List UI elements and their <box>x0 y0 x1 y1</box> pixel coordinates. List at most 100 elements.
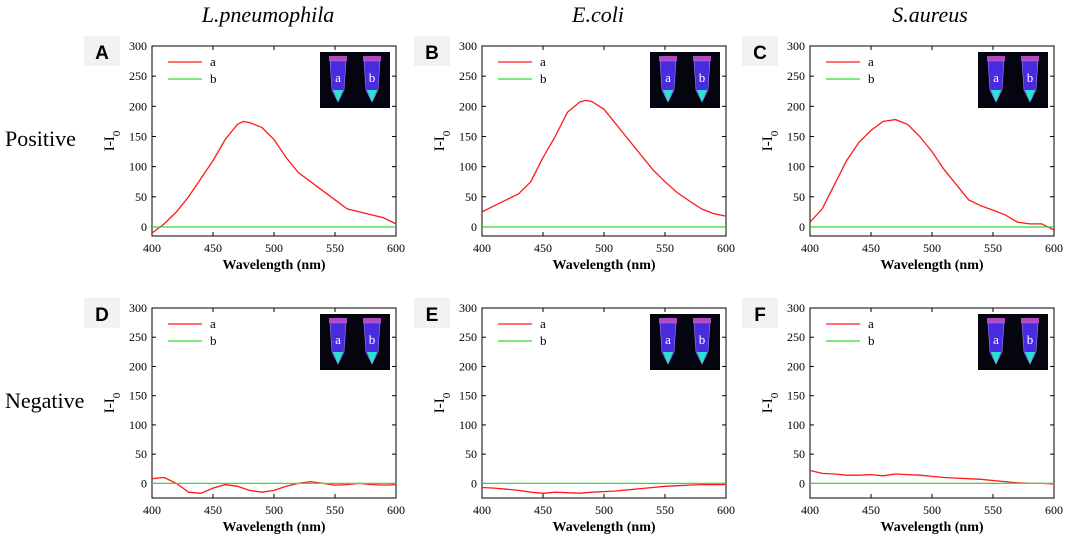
panel-b-xtick-label: 600 <box>717 241 735 255</box>
tube-fluorescence <box>991 90 1001 102</box>
legend-a-a-label: a <box>210 54 216 69</box>
panel-f-xtick-label: 450 <box>862 503 880 517</box>
panel-f-ytick-label: 300 <box>787 301 805 315</box>
panel-c-xtick-label: 600 <box>1045 241 1063 255</box>
tube-label-a: a <box>993 70 999 85</box>
panel-d-ylabel: I-I0 <box>102 392 123 413</box>
panel-b-ylabel-subscript: 0 <box>441 130 453 136</box>
panel-a-ylabel-subscript: 0 <box>111 130 123 136</box>
panel-d: D 0 50 100 150 200 250 300 400 450 500 550 600 Wavele… <box>84 298 405 535</box>
panel-a-xtick-label: 450 <box>204 241 222 255</box>
legend-c-a-label: a <box>868 54 874 69</box>
panel-c: C 0 50 100 150 200 250 300 400 450 500 550 600 Wavele… <box>742 36 1063 273</box>
legend-b-b-label: b <box>540 71 547 86</box>
panel-d-xtick-label: 600 <box>387 503 405 517</box>
tube-cap <box>329 56 347 61</box>
panel-e-ytick-label: 0 <box>471 476 477 490</box>
panel-c-letter-bg <box>742 36 778 66</box>
tube-fluorescence <box>663 90 673 102</box>
tube-b: b <box>693 56 711 103</box>
panel-d-letter-bg <box>84 298 120 328</box>
panel-d-xtick-label: 400 <box>143 503 161 517</box>
panel-a-xtick-label: 500 <box>265 241 283 255</box>
legend-e-b-label: b <box>540 333 547 348</box>
panel-d-xtick-label: 450 <box>204 503 222 517</box>
panel-f-xtick-label: 600 <box>1045 503 1063 517</box>
tube-cap <box>693 318 711 323</box>
legend-e-a-label: a <box>540 316 546 331</box>
tube-label-b: b <box>1027 70 1034 85</box>
panel-e-xtick-label: 600 <box>717 503 735 517</box>
tube-cap <box>987 56 1005 61</box>
panel-a-ytick-label: 250 <box>129 69 147 83</box>
tube-fluorescence <box>663 352 673 364</box>
tube-fluorescence <box>333 90 343 102</box>
panel-e-xtick-label: 500 <box>595 503 613 517</box>
legend-a-b-label: b <box>210 71 217 86</box>
tube-cap <box>987 318 1005 323</box>
panel-e-letter: E <box>426 305 439 326</box>
panel-a-ylabel-main: I-I <box>102 136 118 151</box>
panel-b-xtick-label: 450 <box>534 241 552 255</box>
panel-f-letter-bg <box>742 298 778 328</box>
panel-a-ytick-label: 200 <box>129 99 147 113</box>
panel-f-ylabel-main: I-I <box>760 398 776 413</box>
panel-f-ylabel-subscript: 0 <box>769 392 781 398</box>
tube-cap <box>363 56 381 61</box>
column-title-ecoli: E.coli <box>571 2 624 27</box>
tube-a: a <box>329 56 347 103</box>
legend-c-b-label: b <box>868 71 875 86</box>
column-title-saureus: S.aureus <box>892 2 968 27</box>
panel-c-ytick-label: 0 <box>799 220 805 234</box>
panel-f-ytick-label: 200 <box>787 359 805 373</box>
panel-c-ylabel-subscript: 0 <box>769 130 781 136</box>
tube-cap <box>363 318 381 323</box>
panel-e-ylabel: I-I0 <box>432 392 453 413</box>
tube-label-b: b <box>369 70 376 85</box>
panel-b-letter-bg <box>414 36 450 66</box>
tube-label-b: b <box>699 332 706 347</box>
tube-cap <box>1021 318 1039 323</box>
panel-b-series-a-line <box>482 99 726 217</box>
tube-b: b <box>693 318 711 365</box>
tube-label-a: a <box>335 332 341 347</box>
panel-c-letter: C <box>753 43 767 64</box>
panel-b-ytick-label: 250 <box>459 69 477 83</box>
panel-f-ylabel: I-I0 <box>760 392 781 413</box>
panel-f-xtick-label: 400 <box>801 503 819 517</box>
panel-d-ytick-label: 200 <box>129 359 147 373</box>
panel-e-xtick-label: 450 <box>534 503 552 517</box>
panel-a-xtick-label: 400 <box>143 241 161 255</box>
tube-label-a: a <box>665 70 671 85</box>
tube-fluorescence <box>1025 90 1035 102</box>
panel-c-xtick-label: 500 <box>923 241 941 255</box>
panel-e-ytick-label: 250 <box>459 330 477 344</box>
panel-a-ylabel: I-I0 <box>102 130 123 151</box>
panel-d-ytick-label: 50 <box>135 447 147 461</box>
column-title-lpneumophila: L.pneumophila <box>201 2 335 27</box>
tube-label-b: b <box>699 70 706 85</box>
panel-a-xtick-label: 600 <box>387 241 405 255</box>
tube-fluorescence <box>991 352 1001 364</box>
tube-label-a: a <box>993 332 999 347</box>
tube-cap <box>329 318 347 323</box>
panel-b-xtick-label: 550 <box>656 241 674 255</box>
panel-c-ylabel-main: I-I <box>760 136 776 151</box>
tube-b: b <box>1021 56 1039 103</box>
panel-a-series-a-line <box>152 120 396 234</box>
panel-d-xtick-label: 550 <box>326 503 344 517</box>
panel-f: F 0 50 100 150 200 250 300 400 450 500 550 600 Wavele… <box>742 298 1063 535</box>
panel-a-ytick-label: 50 <box>135 190 147 204</box>
panel-b-ytick-label: 0 <box>471 220 477 234</box>
panel-a-ytick-label: 100 <box>129 160 147 174</box>
tube-a: a <box>659 56 677 103</box>
tube-fluorescence <box>367 352 377 364</box>
panel-e-xlabel: Wavelength (nm) <box>552 520 655 535</box>
panel-b-ytick-label: 300 <box>459 39 477 53</box>
panel-b-ytick-label: 100 <box>459 160 477 174</box>
panel-a-xtick-label: 550 <box>326 241 344 255</box>
